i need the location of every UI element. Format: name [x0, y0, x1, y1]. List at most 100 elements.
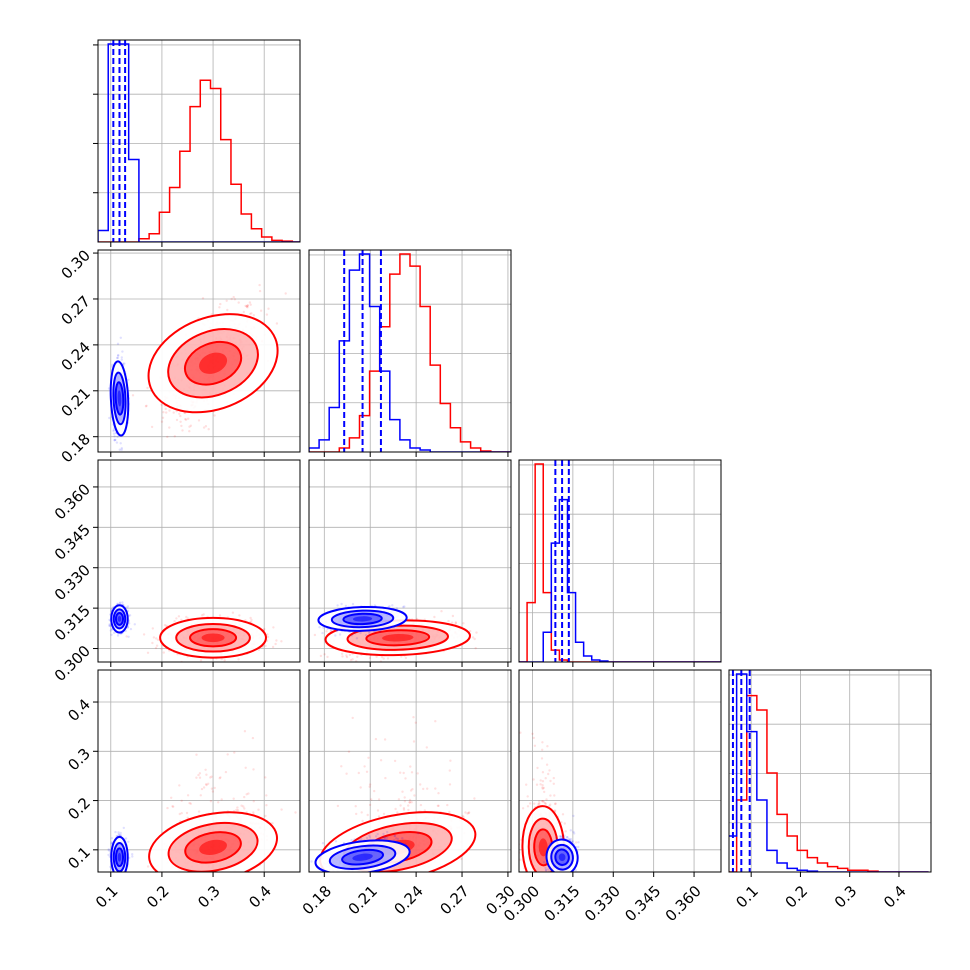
scatter-point [257, 808, 260, 811]
scatter-point [367, 756, 370, 759]
scatter-point [374, 737, 378, 741]
scatter-point [448, 810, 451, 814]
scatter-point [246, 306, 249, 309]
scatter-point [426, 787, 429, 790]
scatter-point [197, 419, 201, 422]
scatter-point [545, 881, 547, 883]
scatter-point [540, 879, 542, 881]
scatter-point [111, 363, 114, 366]
scatter-point [434, 787, 437, 790]
scatter-point [207, 428, 210, 431]
scatter-point [380, 875, 382, 877]
scatter-point [536, 885, 538, 887]
scatter-point [251, 736, 255, 740]
scatter-point [387, 873, 389, 875]
scatter-point [116, 435, 119, 438]
scatter-point [193, 888, 195, 890]
scatter-point [170, 796, 173, 799]
scatter-point [185, 615, 188, 619]
scatter-point [451, 621, 454, 624]
scatter-point [365, 878, 367, 880]
scatter-point [186, 912, 188, 914]
scatter-point [467, 811, 470, 815]
scatter-point [164, 407, 167, 411]
scatter-point [142, 633, 146, 636]
scatter-point [161, 416, 165, 419]
scatter-point [540, 886, 542, 888]
scatter-point [219, 776, 222, 779]
scatter-point [163, 623, 167, 627]
scatter-point [552, 776, 555, 780]
scatter-point [460, 857, 463, 861]
scatter-point [116, 342, 120, 345]
scatter-point [474, 647, 477, 650]
scatter-point [554, 802, 557, 806]
scatter-point [368, 878, 370, 880]
scatter-point [249, 312, 252, 316]
scatter-point [575, 841, 578, 844]
scatter-point [336, 804, 340, 808]
scatter-point [218, 777, 221, 780]
scatter-point [181, 429, 184, 432]
scatter-point [263, 627, 266, 631]
scatter-point [351, 716, 354, 720]
scatter-point [313, 633, 317, 637]
scatter-point [464, 811, 467, 814]
scatter-point [180, 618, 183, 621]
scatter-point [519, 873, 521, 875]
scatter-point [162, 651, 165, 654]
scatter-point [160, 647, 163, 650]
scatter-point [125, 635, 128, 638]
scatter-point [425, 746, 428, 749]
scatter-point [397, 798, 401, 801]
scatter-point [547, 772, 550, 776]
scatter-point [533, 802, 536, 805]
scatter-point [217, 801, 220, 804]
scatter-point [535, 884, 537, 886]
scatter-point [250, 312, 253, 315]
scatter-point [469, 630, 472, 633]
grid-3-3 [729, 670, 931, 872]
scatter-point [131, 394, 135, 397]
scatter-point [531, 732, 534, 735]
scatter-point [365, 770, 369, 773]
scatter-point [535, 783, 539, 786]
scatter-point [545, 874, 547, 876]
scatter-point [179, 875, 181, 877]
scatter-point [544, 777, 547, 780]
scatter-point [433, 615, 436, 619]
scatter-point [408, 798, 412, 802]
scatter-point [204, 768, 207, 771]
scatter-point [120, 447, 124, 450]
scatter-point [355, 812, 358, 816]
scatter-panel-3-0 [146, 730, 297, 914]
scatter-point [454, 622, 458, 625]
scatter-point [544, 885, 546, 887]
scatter-point [189, 424, 193, 427]
scatter-point [393, 872, 395, 874]
scatter-point [440, 610, 443, 613]
scatter-point [267, 307, 270, 310]
scatter-point [265, 794, 268, 797]
scatter-point [171, 805, 174, 808]
scatter-point [185, 811, 189, 815]
scatter-point [213, 414, 216, 417]
scatter-point [368, 783, 372, 786]
scatter-point [252, 811, 255, 814]
scatter-point [166, 435, 169, 439]
scatter-point [178, 784, 181, 787]
scatter-point [211, 790, 215, 793]
scatter-point [120, 358, 124, 361]
scatter-point [219, 302, 222, 306]
scatter-point [243, 730, 247, 733]
scatter-point [151, 641, 154, 645]
scatter-point [120, 356, 124, 359]
scatter-point [385, 876, 387, 878]
scatter-point [188, 430, 191, 433]
scatter-point [404, 656, 408, 660]
scatter-point [210, 787, 214, 790]
scatter-point [407, 804, 410, 807]
scatter-point [521, 807, 525, 810]
scatter-point [400, 874, 402, 876]
